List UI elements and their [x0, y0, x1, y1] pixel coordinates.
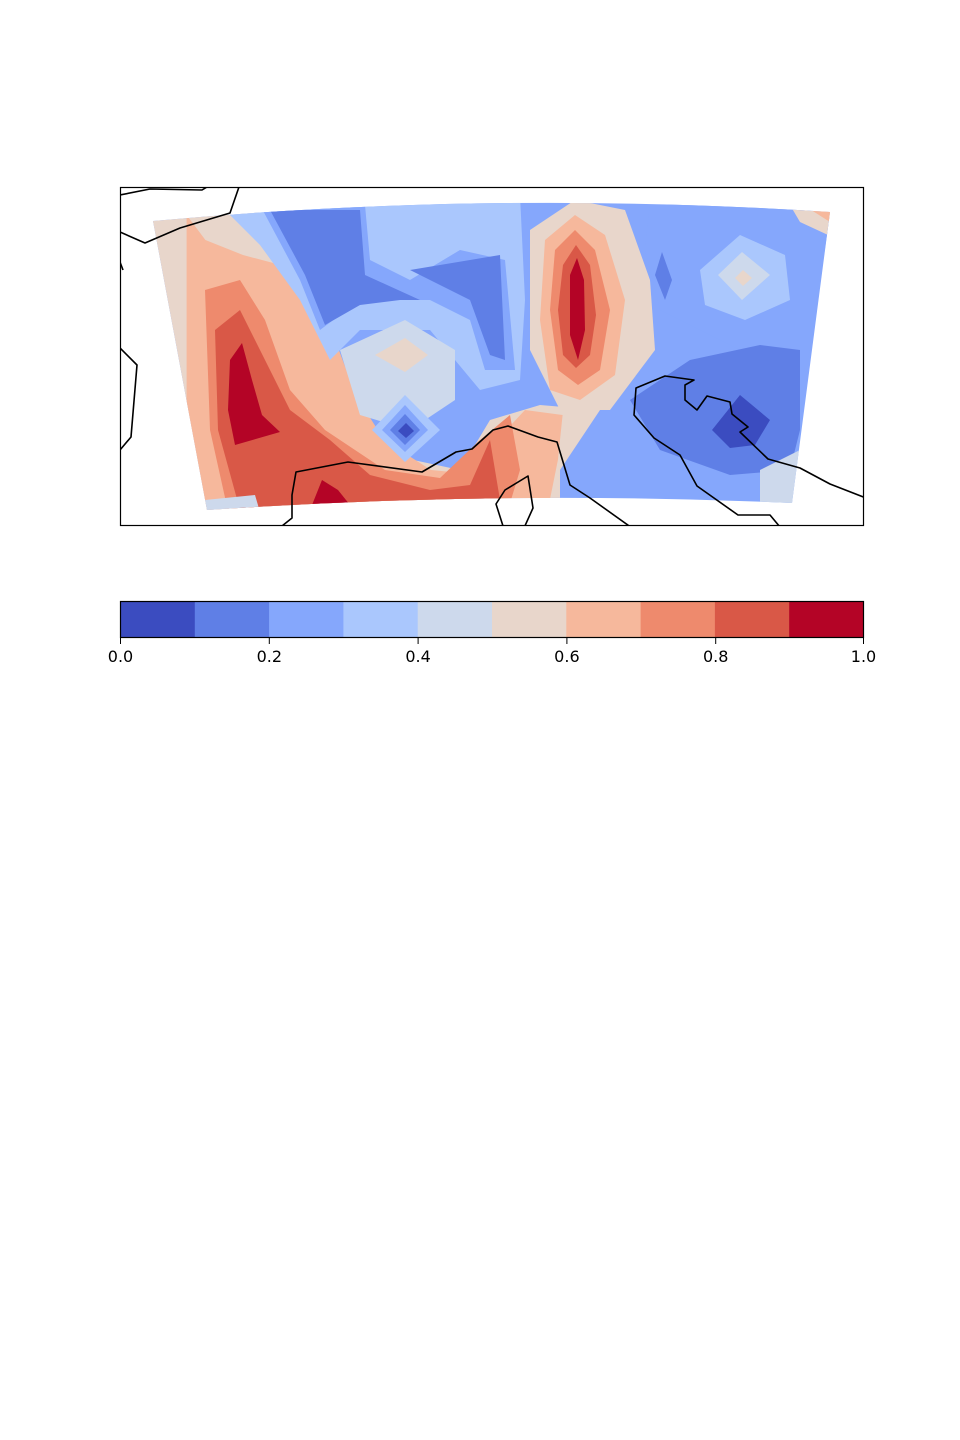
coastline-south-central — [281, 425, 631, 526]
coastline-west — [120, 347, 138, 451]
colorbar-cell — [120, 601, 196, 638]
contour-north-0.9 — [570, 258, 585, 360]
colorbar-cell — [789, 601, 864, 638]
contour-east-peak-0.6 — [735, 270, 752, 286]
colorbar-cell — [194, 601, 270, 638]
colorbar-cell — [417, 601, 493, 638]
contour-southwest-edge-0.4 — [205, 495, 260, 510]
colorbar-tick-label: 0.2 — [257, 647, 282, 666]
colorbar-cell — [566, 601, 642, 638]
map-panel — [119, 186, 865, 527]
colorbar-tick-label: 1.0 — [851, 647, 876, 666]
contour-south-0.9 — [312, 480, 350, 505]
colorbar-frame — [119, 600, 865, 639]
colorbar-cells — [120, 601, 864, 638]
contour-central-0.0 — [398, 423, 414, 438]
colorbar-tick-label: 0.4 — [405, 647, 430, 666]
map-frame — [119, 186, 865, 527]
contour-north-low-0.1 — [270, 210, 505, 360]
colorbar-cell — [343, 601, 419, 638]
contour-east-spot-0.1 — [655, 252, 672, 300]
contour-west-0.9 — [228, 343, 280, 445]
contour-west-0.8 — [215, 310, 500, 510]
colorbar-cell — [714, 601, 790, 638]
colorbar-cell — [640, 601, 716, 638]
colorbar: 0.0 0.2 0.4 0.6 0.8 1.0 — [108, 600, 876, 666]
contour-central-0.4 — [340, 320, 455, 430]
coastline-northwest — [120, 187, 240, 244]
colorbar-ticks — [120, 638, 864, 644]
coastlines — [120, 187, 864, 526]
colorbar-cell — [492, 601, 567, 638]
contour-central-0.5 — [375, 338, 428, 372]
coastline-island-south — [495, 475, 534, 526]
coastline-east — [633, 375, 864, 526]
colorbar-tick-label: 0.0 — [108, 647, 133, 666]
colorbar-tick-labels: 0.0 0.2 0.4 0.6 0.8 1.0 — [108, 647, 876, 666]
colorbar-cell — [269, 601, 344, 638]
colorbar-tick-label: 0.6 — [554, 647, 579, 666]
contour-southeast-edge-0.4 — [760, 450, 800, 505]
contour-field — [153, 202, 830, 510]
colorbar-tick-label: 0.8 — [703, 647, 728, 666]
